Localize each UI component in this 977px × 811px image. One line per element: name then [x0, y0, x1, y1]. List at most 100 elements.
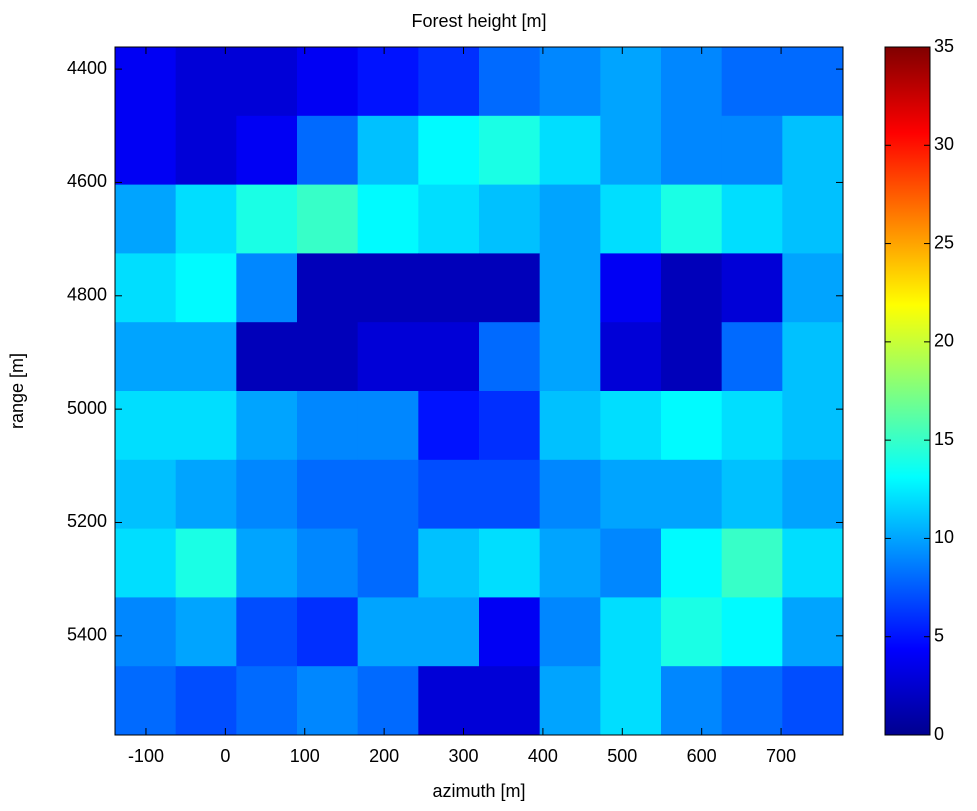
heatmap-cell — [358, 529, 419, 598]
heatmap-cell — [176, 391, 237, 460]
heatmap-cell — [722, 666, 783, 735]
heatmap-cell — [479, 391, 540, 460]
heatmap-cell — [600, 597, 661, 666]
heatmap-cell — [358, 391, 419, 460]
heatmap-cell — [115, 597, 176, 666]
heatmap-cell — [722, 597, 783, 666]
heatmap-cell — [479, 460, 540, 529]
heatmap-cell — [479, 529, 540, 598]
heatmap-cell — [297, 253, 358, 322]
heatmap-cell — [722, 460, 783, 529]
heatmap-cell — [236, 597, 297, 666]
heatmap-cell — [297, 597, 358, 666]
y-tick-label: 5200 — [67, 511, 107, 531]
heatmap-cell — [661, 391, 722, 460]
heatmap-cell — [297, 185, 358, 254]
heatmap-cell — [297, 460, 358, 529]
heatmap-cell — [540, 47, 601, 116]
heatmap-cell — [297, 529, 358, 598]
heatmap-cell — [661, 529, 722, 598]
chart-title: Forest height [m] — [411, 11, 546, 31]
y-tick-label: 5400 — [67, 625, 107, 645]
chart: Forest height [m] azimuth [m] range [m] … — [0, 0, 977, 806]
heatmap-cell — [418, 185, 479, 254]
x-tick-label: 700 — [766, 746, 796, 766]
heatmap-cell — [297, 391, 358, 460]
heatmap-cell — [661, 185, 722, 254]
heatmap-cell — [176, 253, 237, 322]
heatmap-cell — [236, 116, 297, 185]
heatmap-cell — [236, 322, 297, 391]
heatmap-cell — [176, 116, 237, 185]
heatmap-cell — [236, 253, 297, 322]
y-tick-label: 4800 — [67, 285, 107, 305]
heatmap-cell — [176, 666, 237, 735]
x-axis-label: azimuth [m] — [432, 781, 525, 801]
heatmap-cell — [115, 391, 176, 460]
heatmap-cell — [600, 253, 661, 322]
heatmap-cell — [418, 666, 479, 735]
heatmap-cell — [176, 185, 237, 254]
heatmap-cell — [600, 116, 661, 185]
heatmap-cell — [176, 597, 237, 666]
x-tick-label: 300 — [448, 746, 478, 766]
heatmap-cell — [479, 597, 540, 666]
heatmap-cell — [540, 253, 601, 322]
heatmap-cell — [418, 529, 479, 598]
heatmap-cell — [722, 322, 783, 391]
x-tick-label: 100 — [290, 746, 320, 766]
heatmap-cell — [297, 47, 358, 116]
heatmap-cell — [358, 47, 419, 116]
heatmap-cell — [418, 47, 479, 116]
heatmap-cell — [236, 460, 297, 529]
heatmap-cell — [479, 47, 540, 116]
y-tick-label: 4600 — [67, 171, 107, 191]
colorbar-tick-label: 15 — [934, 429, 954, 449]
y-axis-label: range [m] — [7, 353, 27, 429]
heatmap-cell — [600, 391, 661, 460]
colorbar-tick-label: 10 — [934, 527, 954, 547]
y-tick-label: 5000 — [67, 398, 107, 418]
heatmap-cell — [115, 116, 176, 185]
heatmap-cell — [115, 529, 176, 598]
heatmap-cell — [540, 391, 601, 460]
heatmap-cell — [236, 666, 297, 735]
heatmap-cell — [115, 666, 176, 735]
heatmap-cell — [418, 253, 479, 322]
heatmap-cell — [418, 597, 479, 666]
heatmap-cell — [358, 666, 419, 735]
heatmap-cell — [540, 460, 601, 529]
heatmap-cell — [722, 253, 783, 322]
heatmap-cell — [358, 460, 419, 529]
heatmap-cell — [540, 185, 601, 254]
heatmap-cell — [722, 391, 783, 460]
heatmap-cell — [418, 391, 479, 460]
colorbar — [885, 47, 930, 735]
heatmap-cell — [661, 253, 722, 322]
heatmap-cell — [479, 185, 540, 254]
heatmap-cell — [297, 322, 358, 391]
heatmap-cell — [600, 185, 661, 254]
heatmap-cell — [176, 47, 237, 116]
heatmap-cell — [297, 116, 358, 185]
colorbar-tick-label: 35 — [934, 36, 954, 56]
heatmap-cell — [600, 529, 661, 598]
heatmap-cell — [782, 666, 843, 735]
heatmap-cell — [540, 116, 601, 185]
colorbar-tick-label: 30 — [934, 134, 954, 154]
heatmap-cell — [176, 529, 237, 598]
colorbar-tick-label: 5 — [934, 625, 944, 645]
heatmap-cell — [540, 597, 601, 666]
x-tick-label: 0 — [220, 746, 230, 766]
x-tick-label: 500 — [607, 746, 637, 766]
heatmap-cell — [418, 116, 479, 185]
x-tick-label: 600 — [687, 746, 717, 766]
heatmap-cell — [782, 47, 843, 116]
heatmap-cell — [782, 391, 843, 460]
heatmap-cell — [479, 116, 540, 185]
heatmap-cell — [358, 322, 419, 391]
heatmap-cell — [782, 460, 843, 529]
heatmap-cell — [722, 185, 783, 254]
colorbar-tick-label: 20 — [934, 331, 954, 351]
heatmap-cell — [661, 47, 722, 116]
